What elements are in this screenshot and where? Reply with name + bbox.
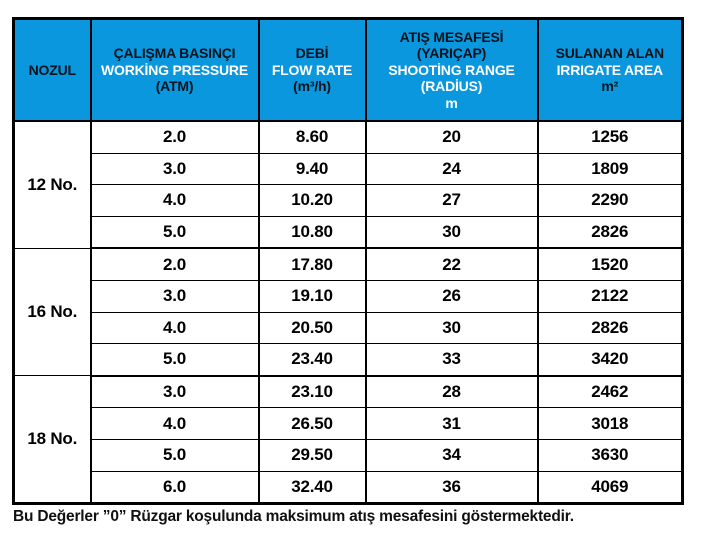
pressure-cell: 4.0 bbox=[89, 407, 260, 440]
flow-cell: 20.50 bbox=[257, 311, 367, 345]
range-cell: 24 bbox=[364, 152, 539, 186]
header-working-pressure: ÇALIŞMA BASINÇI WORKİNG PRESSURE (ATM) bbox=[89, 18, 260, 122]
flow-cell: 10.80 bbox=[257, 215, 367, 250]
flow-cell: 19.10 bbox=[257, 279, 367, 313]
header-flow-rate: DEBİ FLOW RATE (m³/h) bbox=[257, 18, 367, 122]
flow-cell: 26.50 bbox=[257, 407, 367, 440]
header-unit: (ATM) bbox=[155, 78, 194, 95]
table-row: 3.0 9.40 24 1809 bbox=[14, 152, 684, 186]
nozzle-cell: 18 No. bbox=[12, 375, 92, 505]
area-cell: 3420 bbox=[536, 343, 684, 377]
flow-cell: 10.20 bbox=[257, 184, 367, 217]
header-line: SULANAN ALAN bbox=[555, 45, 664, 62]
header-line: FLOW RATE bbox=[271, 61, 353, 78]
range-cell: 20 bbox=[364, 120, 539, 154]
flow-cell: 9.40 bbox=[257, 152, 367, 186]
flow-cell: 8.60 bbox=[257, 120, 367, 154]
pressure-cell: 3.0 bbox=[89, 152, 260, 186]
range-cell: 28 bbox=[364, 375, 539, 409]
area-cell: 2462 bbox=[536, 375, 684, 409]
area-cell: 2826 bbox=[536, 215, 684, 250]
area-cell: 3630 bbox=[536, 438, 684, 472]
area-cell: 1809 bbox=[536, 152, 684, 186]
pressure-cell: 5.0 bbox=[89, 438, 260, 472]
header-line: (RADİUS) bbox=[420, 78, 483, 95]
pressure-cell: 4.0 bbox=[89, 184, 260, 217]
table-row: 4.0 20.50 30 2826 bbox=[14, 311, 684, 345]
table-row: 12 No. 2.0 8.60 20 1256 bbox=[12, 120, 684, 249]
table-row: 3.0 19.10 26 2122 bbox=[14, 279, 684, 313]
header-shooting-range: ATIŞ MESAFESİ (YARIÇAP) SHOOTİNG RANGE (… bbox=[364, 18, 539, 122]
header-line: WORKİNG PRESSURE bbox=[101, 61, 248, 78]
area-cell: 1520 bbox=[536, 247, 684, 281]
pressure-cell: 5.0 bbox=[89, 343, 260, 377]
table-row: 5.0 29.50 34 3630 bbox=[14, 438, 684, 472]
area-cell: 3018 bbox=[536, 407, 684, 440]
table-row: 5.0 23.40 33 3420 bbox=[14, 343, 684, 377]
header-line: ATIŞ MESAFESİ bbox=[399, 28, 504, 45]
pressure-cell: 5.0 bbox=[89, 215, 260, 250]
pressure-cell: 3.0 bbox=[89, 279, 260, 313]
range-cell: 36 bbox=[364, 470, 539, 505]
header-line: ÇALIŞMA BASINÇI bbox=[113, 45, 236, 62]
table-row: 5.0 10.80 30 2826 bbox=[14, 215, 684, 250]
pressure-cell: 6.0 bbox=[89, 470, 260, 505]
range-cell: 31 bbox=[364, 407, 539, 440]
range-cell: 34 bbox=[364, 438, 539, 472]
flow-cell: 23.10 bbox=[257, 375, 367, 409]
header-irrigate-area: SULANAN ALAN IRRIGATE AREA m² bbox=[536, 18, 684, 122]
pressure-cell: 2.0 bbox=[89, 120, 260, 154]
range-cell: 26 bbox=[364, 279, 539, 313]
range-cell: 33 bbox=[364, 343, 539, 377]
flow-cell: 32.40 bbox=[257, 470, 367, 505]
flow-cell: 17.80 bbox=[257, 247, 367, 281]
range-cell: 27 bbox=[364, 184, 539, 217]
table-row: 4.0 26.50 31 3018 bbox=[14, 407, 684, 440]
header-line: DEBİ bbox=[295, 45, 329, 62]
nozzle-cell: 12 No. bbox=[12, 120, 92, 249]
table-row: 4.0 10.20 27 2290 bbox=[14, 184, 684, 217]
nozzle-cell: 16 No. bbox=[12, 247, 92, 377]
range-cell: 30 bbox=[364, 215, 539, 250]
table-row: 18 No. 3.0 23.10 28 2462 bbox=[12, 375, 684, 505]
area-cell: 2826 bbox=[536, 311, 684, 345]
header-unit: m² bbox=[601, 78, 619, 95]
area-cell: 1256 bbox=[536, 120, 684, 154]
range-cell: 22 bbox=[364, 247, 539, 281]
footnote-text: Bu Değerler ”0” Rüzgar koşulunda maksimu… bbox=[13, 508, 574, 525]
range-cell: 30 bbox=[364, 311, 539, 345]
header-row: NOZUL ÇALIŞMA BASINÇI WORKİNG PRESSURE (… bbox=[12, 18, 684, 122]
header-line: (YARIÇAP) bbox=[416, 45, 487, 62]
table-row: 16 No. 2.0 17.80 22 1520 bbox=[12, 247, 684, 377]
flow-cell: 29.50 bbox=[257, 438, 367, 472]
header-line: SHOOTİNG RANGE bbox=[388, 61, 515, 78]
header-line: NOZUL bbox=[28, 61, 76, 78]
header-nozzle: NOZUL bbox=[12, 18, 92, 122]
header-unit: (m³/h) bbox=[293, 78, 331, 95]
header-line: IRRIGATE AREA bbox=[556, 61, 663, 78]
pressure-cell: 4.0 bbox=[89, 311, 260, 345]
nozzle-spec-table: NOZUL ÇALIŞMA BASINÇI WORKİNG PRESSURE (… bbox=[12, 17, 684, 506]
table-row: 6.0 32.40 36 4069 bbox=[14, 470, 684, 505]
area-cell: 2122 bbox=[536, 279, 684, 313]
header-unit: m bbox=[445, 94, 458, 111]
pressure-cell: 2.0 bbox=[89, 247, 260, 281]
area-cell: 2290 bbox=[536, 184, 684, 217]
area-cell: 4069 bbox=[536, 470, 684, 505]
pressure-cell: 3.0 bbox=[89, 375, 260, 409]
flow-cell: 23.40 bbox=[257, 343, 367, 377]
